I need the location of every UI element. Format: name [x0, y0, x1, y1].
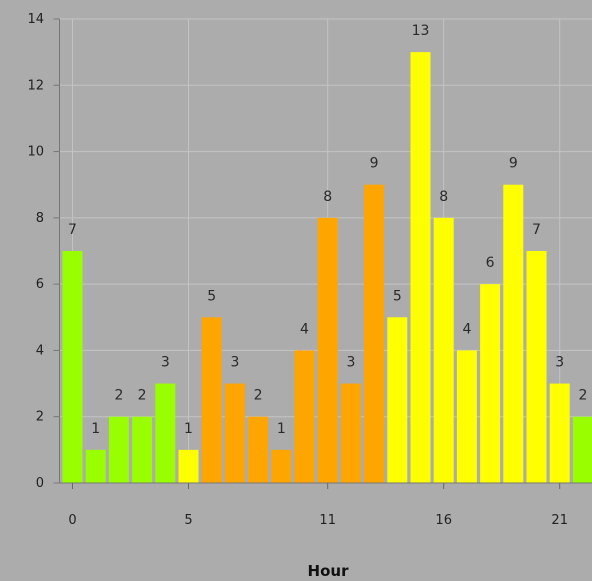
data-label: 1 — [91, 421, 100, 437]
data-label: 3 — [161, 355, 170, 371]
bar — [387, 317, 408, 483]
bar — [317, 217, 338, 483]
x-tick-label: 5 — [184, 513, 192, 528]
bar — [549, 383, 570, 483]
bar — [526, 251, 547, 483]
data-label: 2 — [578, 388, 587, 404]
data-label: 3 — [230, 355, 239, 371]
data-label: 2 — [138, 388, 147, 404]
y-tick-label: 6 — [36, 277, 44, 292]
bar — [294, 350, 315, 483]
bar — [433, 217, 454, 483]
data-label: 7 — [532, 222, 541, 238]
bar — [201, 317, 222, 483]
bar — [572, 416, 592, 483]
data-label: 1 — [277, 421, 286, 437]
bar — [85, 449, 106, 483]
data-label: 7 — [68, 222, 77, 238]
bar — [224, 383, 245, 483]
y-tick-label: 2 — [36, 410, 44, 425]
data-label: 2 — [254, 388, 263, 404]
y-tick-label: 4 — [36, 343, 44, 358]
y-tick-label: 10 — [27, 145, 44, 160]
data-label: 2 — [114, 388, 123, 404]
bar — [410, 52, 431, 484]
x-tick-label: 21 — [551, 513, 568, 528]
y-tick-label: 8 — [36, 211, 44, 226]
bar — [340, 383, 361, 483]
data-label: 5 — [207, 288, 216, 304]
x-tick-label: 0 — [68, 513, 76, 528]
bar — [248, 416, 269, 483]
bar — [178, 449, 199, 483]
data-label: 13 — [412, 23, 430, 39]
bar — [271, 449, 292, 483]
data-label: 9 — [370, 156, 379, 172]
bar — [108, 416, 129, 483]
bar — [480, 284, 501, 483]
bar — [155, 383, 176, 483]
bar — [456, 350, 477, 483]
y-tick-label: 14 — [27, 12, 44, 27]
x-tick-label: 11 — [319, 513, 336, 528]
data-label: 8 — [439, 189, 448, 205]
y-tick-label: 0 — [36, 476, 44, 491]
x-axis-title: Hour — [308, 562, 350, 580]
y-tick-label: 12 — [27, 78, 44, 93]
data-label: 3 — [555, 355, 564, 371]
x-tick-label: 16 — [435, 513, 452, 528]
data-label: 4 — [462, 321, 471, 337]
bar — [62, 251, 83, 483]
data-label: 4 — [300, 321, 309, 337]
data-label: 8 — [323, 189, 332, 205]
bar — [132, 416, 153, 483]
bar — [364, 184, 385, 483]
data-label: 9 — [509, 156, 518, 172]
data-label: 6 — [486, 255, 495, 271]
data-label: 5 — [393, 288, 402, 304]
bar — [503, 184, 524, 483]
data-label: 1 — [184, 421, 193, 437]
data-label: 3 — [346, 355, 355, 371]
